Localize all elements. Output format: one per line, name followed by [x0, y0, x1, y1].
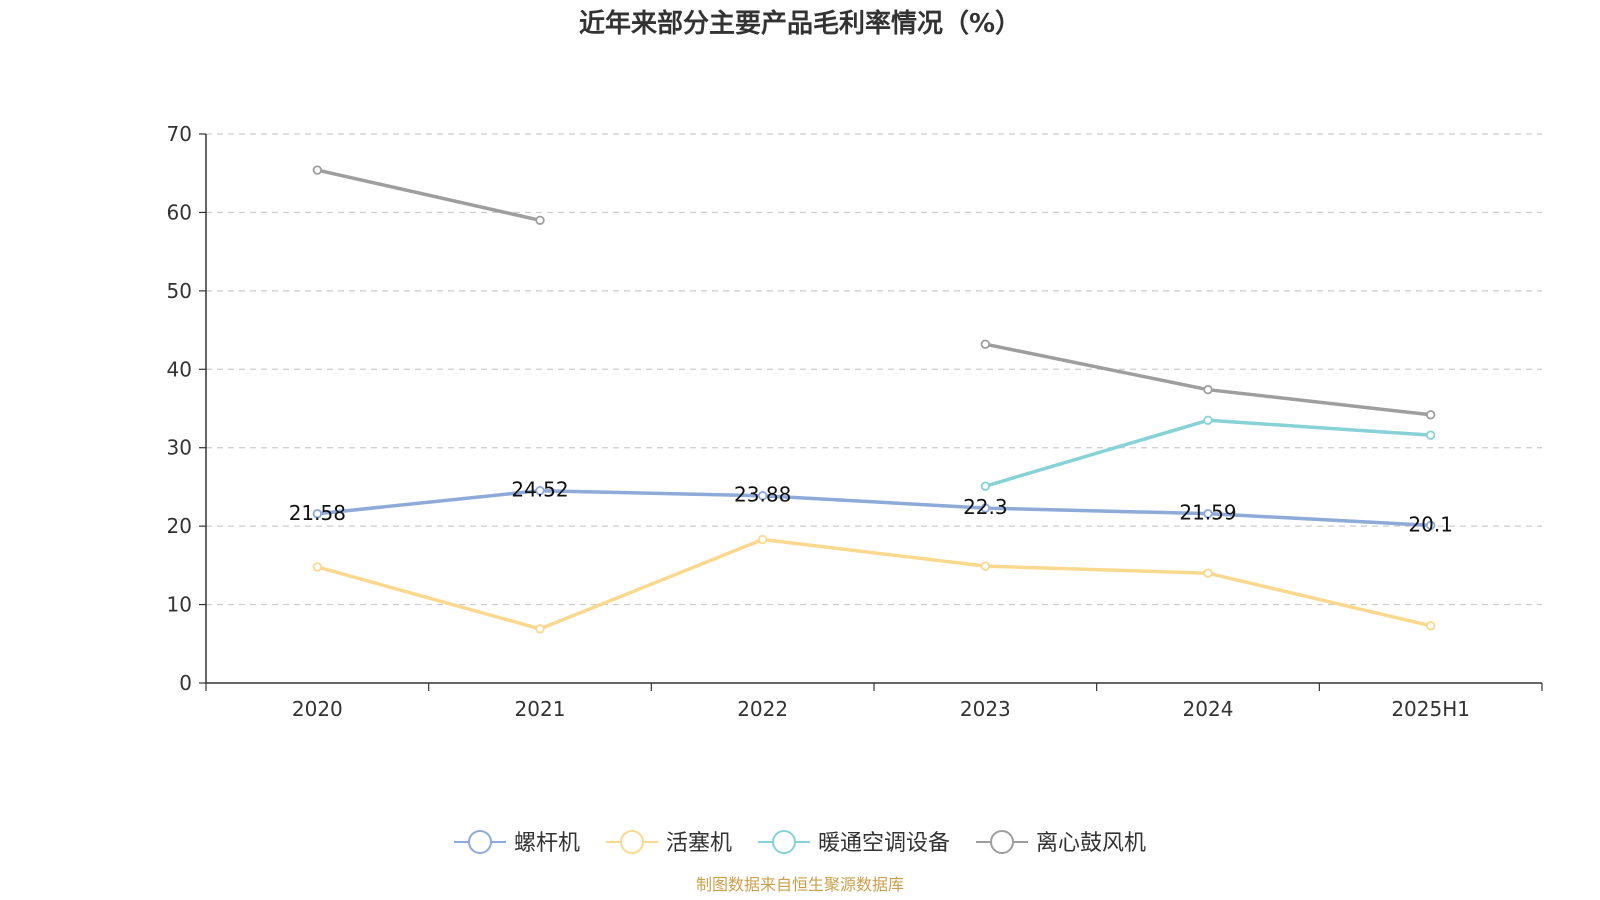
data-point[interactable] [757, 534, 768, 545]
x-tick-label: 2021 [515, 697, 566, 721]
legend-marker-icon [620, 830, 644, 854]
y-tick-label: 40 [167, 357, 192, 381]
x-tick-label: 2022 [737, 697, 788, 721]
data-point[interactable] [757, 491, 768, 501]
data-label: 20.1 [1408, 512, 1453, 536]
data-label: 21.59 [1179, 501, 1236, 525]
legend-label: 离心鼓风机 [1036, 831, 1146, 856]
data-label: 21.58 [289, 501, 346, 525]
data-point[interactable] [1203, 384, 1213, 395]
series-1 [312, 534, 1436, 634]
series-0 [312, 485, 1436, 531]
data-label: 24.52 [511, 478, 568, 502]
legend-marker-icon [990, 830, 1014, 854]
data-point[interactable] [312, 509, 323, 519]
data-label: 23.88 [734, 483, 791, 507]
x-tick-label: 2025H1 [1391, 697, 1470, 721]
y-tick-label: 50 [167, 279, 192, 303]
legend-item[interactable]: 暖通空调设备 [758, 830, 950, 856]
legend-item[interactable]: 螺杆机 [454, 830, 580, 856]
y-tick-label: 0 [179, 671, 192, 695]
data-point[interactable] [980, 339, 991, 349]
source-note: 制图数据来自恒生聚源数据库 [696, 875, 904, 894]
data-point[interactable] [1203, 508, 1213, 519]
grid-lines [206, 133, 1542, 606]
y-tick-label: 70 [167, 122, 192, 146]
legend-item[interactable]: 离心鼓风机 [976, 830, 1146, 856]
y-tick-label: 20 [167, 514, 192, 538]
data-point[interactable] [535, 624, 545, 634]
data-point[interactable] [1425, 520, 1436, 531]
series-2 [980, 415, 1436, 491]
series-line [315, 537, 1433, 631]
x-tick-label: 2024 [1183, 697, 1234, 721]
data-point[interactable] [1425, 430, 1436, 440]
y-tick-label: 60 [167, 200, 192, 224]
legend-label: 暖通空调设备 [818, 831, 950, 856]
x-tick-label: 2023 [960, 697, 1011, 721]
series-line [983, 418, 1433, 488]
series-line [983, 342, 1433, 417]
y-tick-label: 30 [167, 436, 192, 460]
legend-item[interactable]: 活塞机 [606, 830, 732, 856]
legend-label: 螺杆机 [514, 831, 580, 856]
series-3 [312, 165, 1436, 420]
x-tick-label: 2020 [292, 697, 343, 721]
series-lines [312, 165, 1436, 634]
legend-label: 活塞机 [666, 831, 732, 856]
y-tick-label: 10 [167, 593, 192, 617]
series-line [315, 168, 542, 223]
chart-title: 近年来部分主要产品毛利率情况（%） [579, 8, 1021, 39]
data-point[interactable] [1203, 415, 1213, 425]
data-labels: 21.58 24.52 23.88 22.3 21.59 20.1 [289, 478, 1453, 537]
data-point[interactable] [535, 485, 545, 496]
data-label: 22.3 [963, 495, 1008, 519]
data-point[interactable] [312, 165, 323, 175]
data-point[interactable] [980, 561, 991, 571]
legend: 螺杆机 活塞机 暖通空调设备 离心鼓风机 [454, 830, 1146, 856]
data-point[interactable] [1425, 410, 1436, 420]
axes: 0 10 20 30 40 50 60 70 2020 2021 2022 2023 2024 2025H… [167, 122, 1543, 721]
legend-marker-icon [772, 830, 796, 854]
data-point[interactable] [980, 503, 991, 513]
data-point[interactable] [980, 481, 991, 491]
data-point[interactable] [312, 562, 323, 572]
data-point[interactable] [1425, 621, 1436, 631]
series-line [315, 488, 1433, 528]
legend-marker-icon [468, 830, 492, 854]
data-point[interactable] [535, 215, 545, 225]
data-point[interactable] [1203, 568, 1213, 578]
